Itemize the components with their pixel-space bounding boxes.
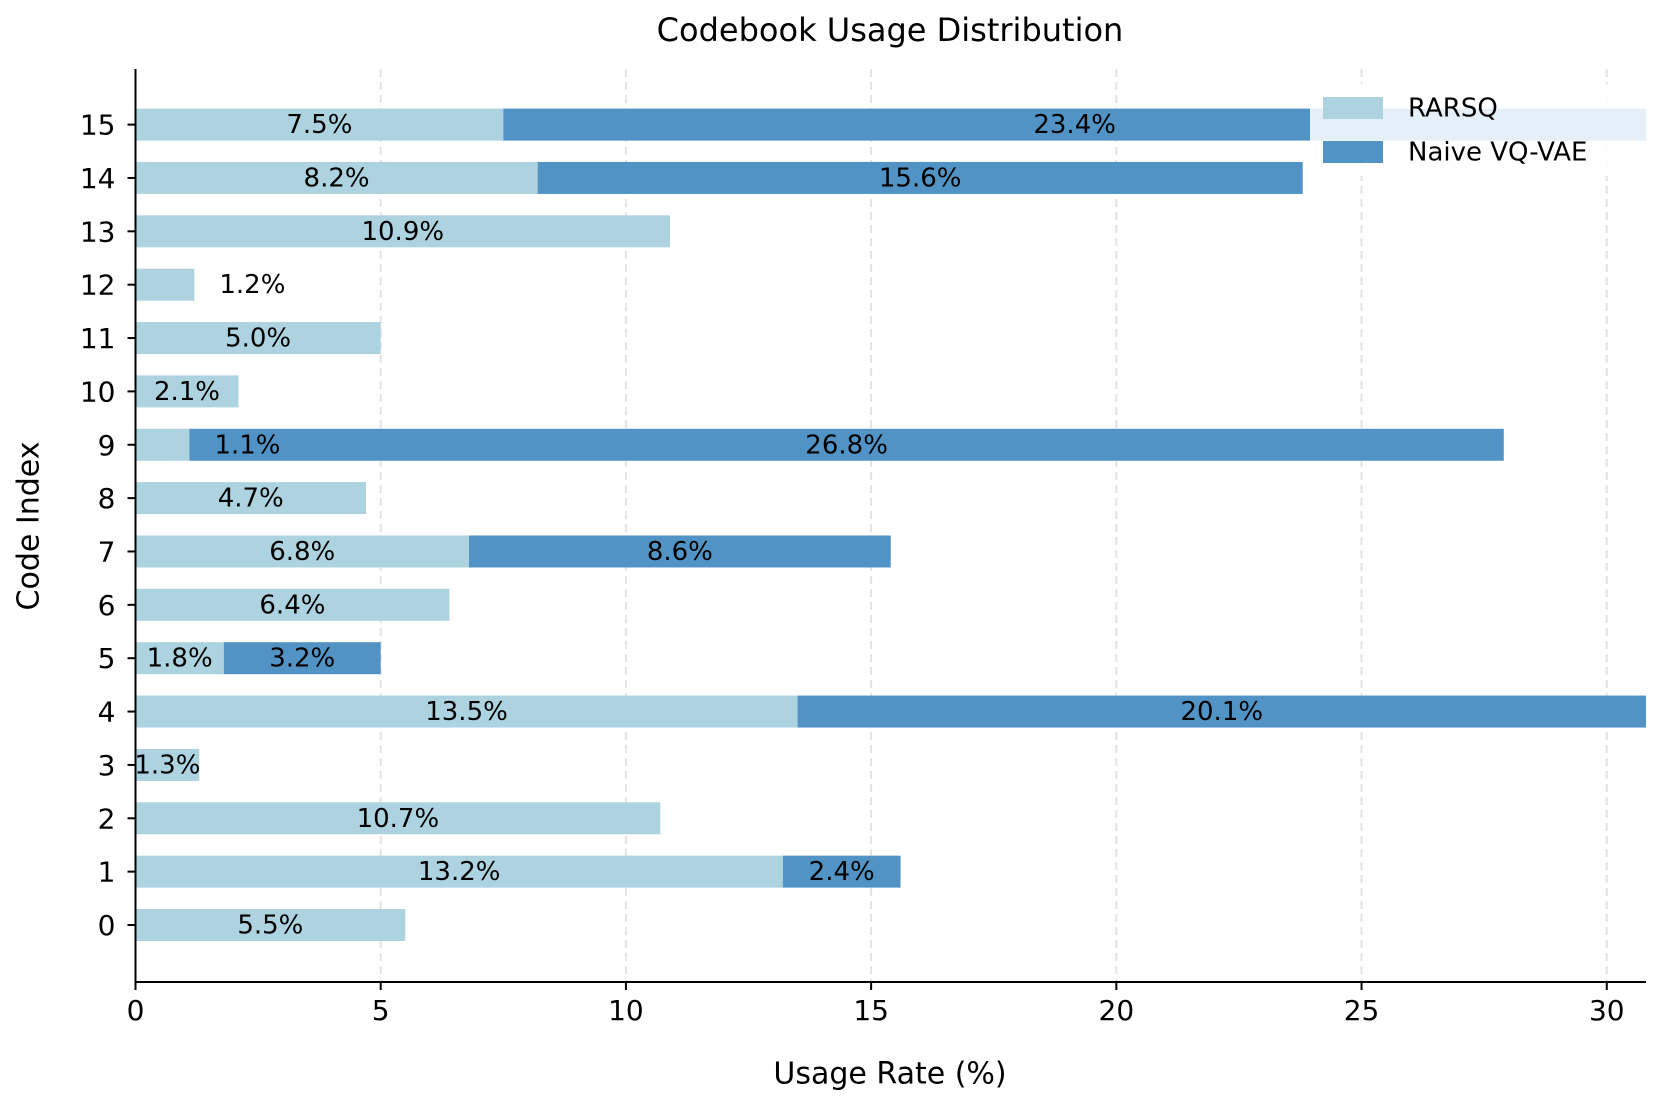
grid xyxy=(134,69,1608,982)
x-axis-label: Usage Rate (%) xyxy=(773,1057,1006,1092)
bar xyxy=(135,161,538,194)
bar xyxy=(135,535,469,568)
y-tick-label: 11 xyxy=(80,322,116,355)
bar xyxy=(135,642,224,675)
data-label: 10.7% xyxy=(357,804,440,834)
bar xyxy=(223,642,381,675)
bar xyxy=(189,428,1504,461)
y-tick-label: 5 xyxy=(98,642,116,675)
y-tick-label: 1 xyxy=(98,856,116,889)
data-label: 6.4% xyxy=(259,590,325,620)
bars xyxy=(135,108,1646,941)
x-tick-label: 25 xyxy=(1344,994,1380,1027)
legend-label: RARSQ xyxy=(1408,94,1498,124)
x-tick-label: 5 xyxy=(372,994,390,1027)
y-tick-label: 3 xyxy=(98,749,116,782)
data-label: 4.7% xyxy=(218,484,284,514)
data-label: 2.1% xyxy=(154,377,220,407)
y-tick-label: 12 xyxy=(80,269,116,302)
data-label: 10.9% xyxy=(361,217,444,247)
legend-label: Naive VQ-VAE xyxy=(1408,138,1587,168)
bar xyxy=(135,748,200,781)
y-tick-label: 2 xyxy=(98,802,116,835)
legend: RARSQ Naive VQ-VAE xyxy=(1310,84,1646,176)
x-tick-label: 15 xyxy=(853,994,889,1027)
data-label: 1.8% xyxy=(147,644,213,674)
y-tick-label: 10 xyxy=(80,375,116,408)
data-label: 13.5% xyxy=(425,697,508,727)
data-label: 3.2% xyxy=(269,644,335,674)
bar xyxy=(135,268,195,301)
x-tick-label: 20 xyxy=(1099,994,1135,1027)
bar xyxy=(797,695,1646,728)
y-tick-label: 15 xyxy=(80,109,116,142)
data-label: 15.6% xyxy=(879,163,962,193)
data-label: 23.4% xyxy=(1033,110,1116,140)
y-axis-label: Code Index xyxy=(12,442,47,611)
data-label: 13.2% xyxy=(418,857,501,887)
bar xyxy=(468,535,891,568)
y-tick-label: 6 xyxy=(98,589,116,622)
bar xyxy=(135,855,783,888)
data-label: 7.5% xyxy=(286,110,352,140)
data-label: 2.4% xyxy=(809,857,875,887)
y-tick-label: 9 xyxy=(98,429,116,462)
data-label: 1.3% xyxy=(134,750,200,780)
bar xyxy=(135,428,190,461)
data-label: 8.6% xyxy=(647,537,713,567)
bar xyxy=(135,802,661,835)
y-tick-label: 0 xyxy=(98,909,116,942)
bar xyxy=(135,695,798,728)
data-label: 5.5% xyxy=(237,911,303,941)
y-tick-label: 4 xyxy=(98,696,116,729)
data-label: 8.2% xyxy=(304,163,370,193)
data-label: 26.8% xyxy=(805,430,888,460)
bar xyxy=(135,482,366,515)
y-tick-label: 14 xyxy=(80,162,116,195)
labels: 5.5% 13.2% 10.7% 1.3% 13.5% 1.8% 6.4% 6.8% 4.7% 1… xyxy=(134,110,1263,940)
data-label: 1.2% xyxy=(219,270,285,300)
y-tick-label: 8 xyxy=(98,482,116,515)
bar xyxy=(537,161,1303,194)
x-tick-label: 0 xyxy=(127,994,145,1027)
bar xyxy=(135,108,504,141)
x-tick-label: 30 xyxy=(1589,994,1625,1027)
data-label: 1.1% xyxy=(214,430,280,460)
legend-swatch xyxy=(1323,97,1383,119)
y-tick-label: 7 xyxy=(98,535,116,568)
bar xyxy=(782,855,901,888)
data-label: 20.1% xyxy=(1180,697,1263,727)
bar xyxy=(135,322,381,355)
chart-title: Codebook Usage Distribution xyxy=(657,11,1124,49)
data-label: 6.8% xyxy=(269,537,335,567)
x-tick-label: 10 xyxy=(608,994,644,1027)
bar xyxy=(135,215,671,248)
bar xyxy=(135,588,450,621)
bar xyxy=(135,909,406,941)
legend-swatch xyxy=(1323,141,1383,163)
y-tick-label: 13 xyxy=(80,215,116,248)
bar xyxy=(135,375,239,408)
data-label: 5.0% xyxy=(225,324,291,354)
